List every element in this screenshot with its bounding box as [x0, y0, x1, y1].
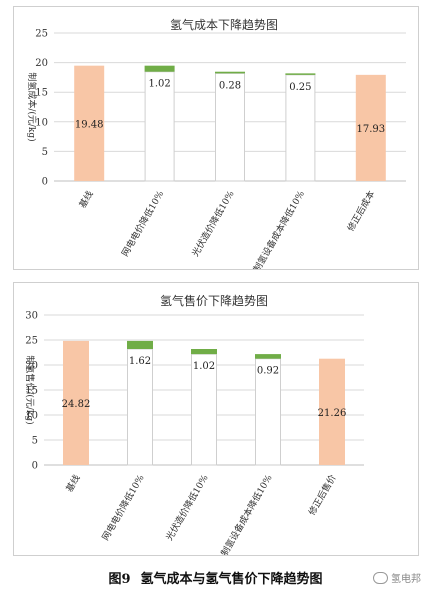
- y-tick-label: 30: [25, 311, 38, 322]
- category-label-0: 基线: [63, 473, 82, 495]
- bar-base-2: [215, 72, 245, 182]
- data-label-2: 1.02: [193, 361, 215, 372]
- bar-4: [319, 358, 345, 465]
- bar-2: [191, 349, 217, 355]
- price-chart-panel: 氢气售价下降趋势图 0 5 10 15 20 25 30 制氢售价/(元/kg) 24.82 基线 1…: [13, 282, 419, 556]
- y-tick-label: 0: [42, 177, 48, 188]
- bar-1: [127, 340, 153, 349]
- bar-4: [355, 74, 386, 181]
- figure-caption-text: 氢气成本与氢气售价下降趋势图: [140, 572, 323, 587]
- bar-2: [215, 71, 245, 74]
- y-tick-label: 15: [25, 386, 38, 397]
- category-label-4: 修正后成本: [344, 189, 377, 234]
- y-tick-label: 10: [35, 117, 48, 128]
- data-label-1: 1.02: [148, 79, 170, 90]
- watermark: 氢电邦: [373, 570, 421, 585]
- y-tick-label: 10: [25, 411, 38, 422]
- category-label-1: 网电电价降低10%: [119, 188, 167, 258]
- watermark-text: 氢电邦: [391, 574, 421, 585]
- data-label-3: 0.25: [289, 82, 311, 93]
- y-tick-label: 20: [35, 58, 48, 69]
- chart-title: 氢气售价下降趋势图: [160, 293, 268, 308]
- y-tick-label: 5: [42, 147, 48, 158]
- y-axis-label: 制氢成本/(元/kg): [26, 72, 38, 141]
- bar-1: [144, 65, 175, 72]
- category-label-3: 制氢设备成本降低10%: [251, 188, 308, 269]
- y-tick-label: 15: [35, 88, 48, 99]
- wechat-icon: [373, 571, 388, 584]
- bar-base-3: [255, 358, 281, 466]
- category-label-2: 光伏造价降低10%: [189, 188, 237, 258]
- chart-title: 氢气成本下降趋势图: [170, 17, 278, 32]
- bar-0: [74, 65, 105, 181]
- y-tick-label: 25: [25, 336, 38, 347]
- bar-3: [285, 73, 316, 75]
- data-label-0: 19.48: [75, 119, 104, 130]
- bar-0: [63, 340, 89, 465]
- y-axis-label: 制氢售价/(元/kg): [24, 355, 36, 424]
- figure-caption: 图9 氢气成本与氢气售价下降趋势图: [0, 568, 431, 587]
- data-label-3: 0.92: [257, 366, 279, 377]
- y-tick-label: 0: [32, 461, 38, 472]
- category-label-2: 光伏造价降低10%: [163, 472, 211, 542]
- figure-number: 图9: [108, 572, 131, 587]
- data-label-0: 24.82: [62, 399, 91, 410]
- cost-chart: 氢气成本下降趋势图 0 5 10 15 20 25 制氢成本/(元/kg) 19.48 基线 1.0…: [26, 17, 406, 269]
- price-chart: 氢气售价下降趋势图 0 5 10 15 20 25 30 制氢售价/(元/kg) 24.82 基线 1…: [24, 293, 364, 555]
- bar-base-1: [127, 348, 153, 466]
- y-tick-label: 25: [35, 29, 48, 40]
- cost-chart-panel: 氢气成本下降趋势图 0 5 10 15 20 25 制氢成本/(元/kg) 19.48 基线 1.0…: [13, 6, 419, 270]
- category-label-3: 制氢设备成本降低10%: [218, 472, 275, 555]
- category-label-0: 基线: [76, 189, 95, 211]
- bar-base-3: [285, 74, 316, 182]
- data-label-4: 21.26: [318, 408, 347, 419]
- category-label-4: 修正后售价: [306, 473, 339, 518]
- bar-base-2: [191, 353, 217, 466]
- bar-3: [255, 354, 281, 359]
- y-tick-label: 5: [32, 436, 38, 447]
- data-label-4: 17.93: [356, 124, 385, 135]
- data-label-1: 1.62: [129, 356, 151, 367]
- y-tick-label: 20: [25, 361, 38, 372]
- category-label-1: 网电电价降低10%: [99, 472, 147, 542]
- data-label-2: 0.28: [219, 80, 241, 91]
